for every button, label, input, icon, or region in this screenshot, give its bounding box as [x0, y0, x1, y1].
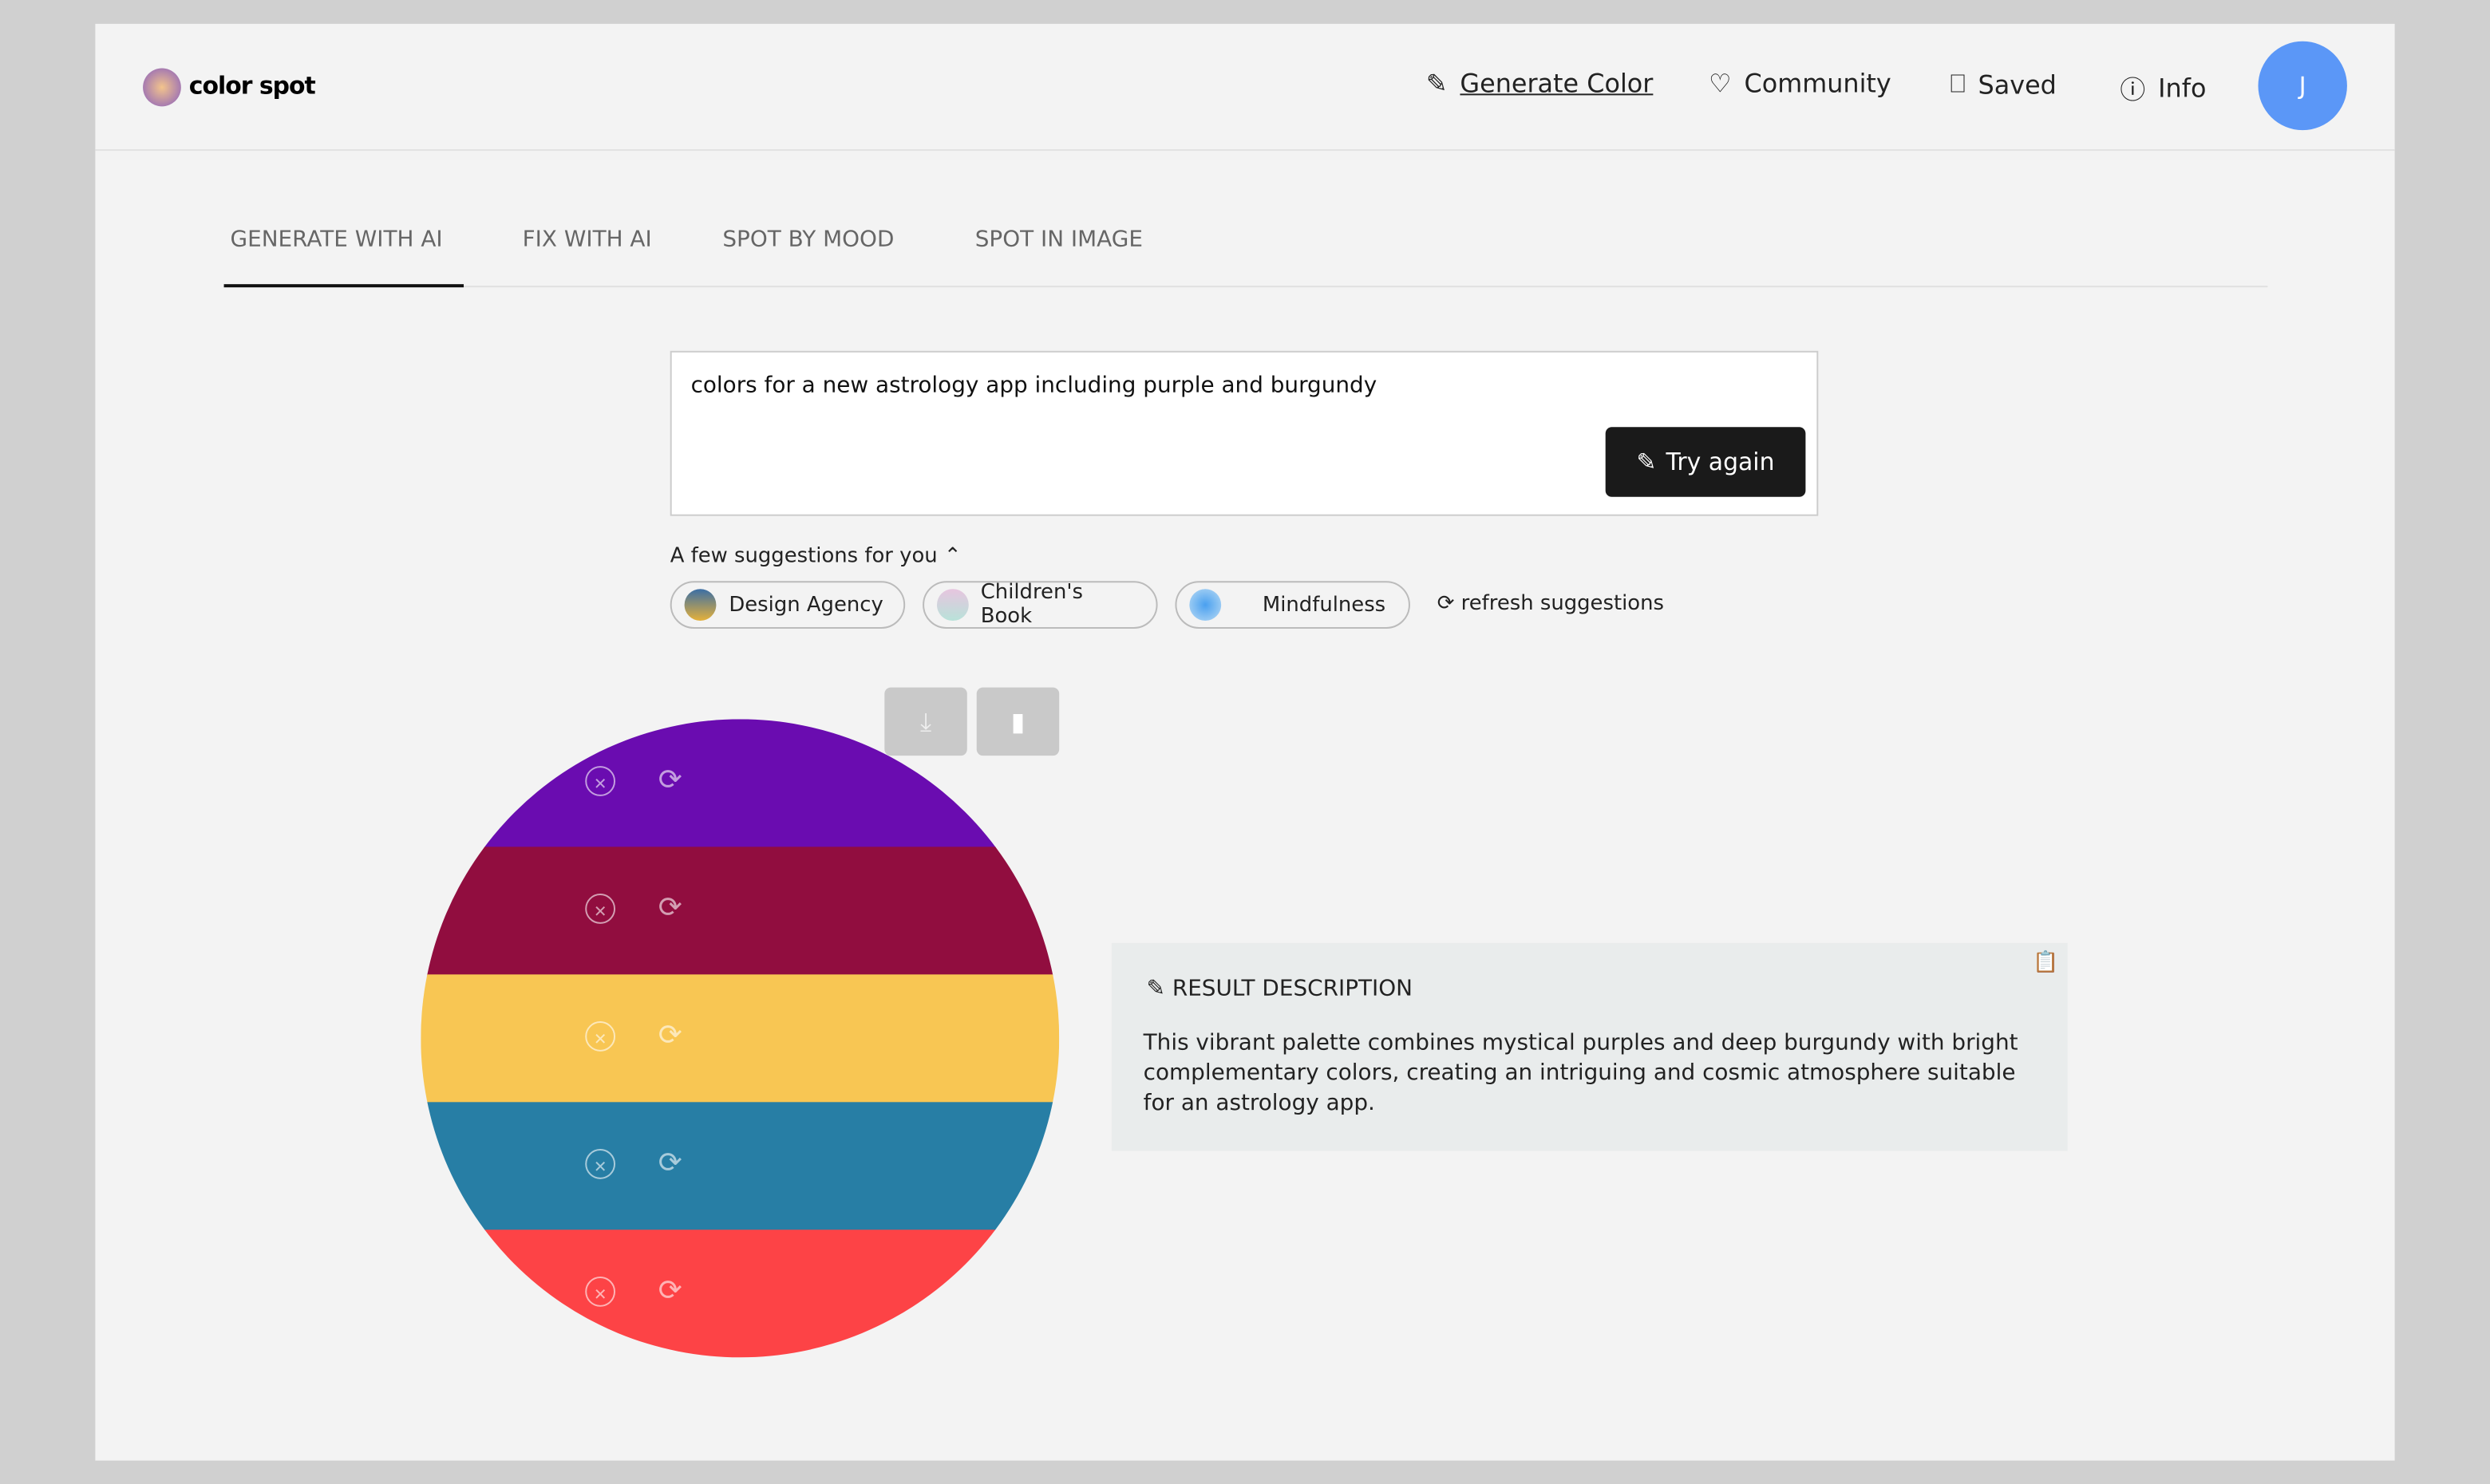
suggestion-chip[interactable]: Design Agency: [670, 581, 906, 629]
svg-text:✕: ✕: [594, 1030, 607, 1048]
regenerate-color[interactable]: ⟳: [658, 1274, 682, 1307]
color-stripe[interactable]: [421, 1102, 1060, 1231]
header-divider: [95, 149, 2395, 152]
logo[interactable]: color spot: [188, 71, 316, 101]
svg-text:⟳: ⟳: [658, 1019, 682, 1052]
remove-color[interactable]: ✕: [585, 1149, 616, 1179]
chip-dot: [1189, 589, 1222, 622]
nav-label[interactable]: Community: [1744, 68, 1891, 99]
suggestion-chip[interactable]: Mindfulness: [1175, 581, 1410, 629]
nav-info[interactable]: ⓘ Info: [2120, 72, 2207, 105]
tab[interactable]: SPOT BY MOOD: [722, 227, 895, 253]
color-stripe[interactable]: [421, 1229, 1060, 1358]
refresh-suggestions[interactable]: ⟳ refresh suggestions: [1437, 592, 1664, 617]
remove-color[interactable]: ✕: [585, 894, 616, 924]
remove-color[interactable]: ✕: [585, 1021, 616, 1052]
svg-text:✕: ✕: [594, 1158, 607, 1176]
chip-label[interactable]: Children's Book: [980, 581, 1083, 629]
logo-icon: [143, 68, 181, 107]
tab[interactable]: FIX WITH AI: [522, 227, 652, 253]
download-button[interactable]: ⤓: [884, 687, 967, 756]
nav-label[interactable]: Info: [2158, 72, 2207, 103]
svg-text:⟳: ⟳: [658, 764, 682, 796]
avatar[interactable]: J: [2258, 41, 2347, 131]
chip-label[interactable]: Mindfulness: [1262, 593, 1386, 618]
suggestions-label[interactable]: A few suggestions for you ⌃: [670, 544, 962, 569]
button-label[interactable]: Try again: [1666, 448, 1775, 476]
regenerate-color[interactable]: ⟳: [658, 1019, 682, 1052]
tab[interactable]: GENERATE WITH AI: [230, 227, 443, 253]
svg-text:✕: ✕: [594, 1285, 607, 1304]
remove-color[interactable]: ✕: [585, 1276, 616, 1307]
remove-color[interactable]: ✕: [585, 766, 616, 796]
nav-label[interactable]: Generate Color: [1460, 68, 1654, 99]
suggestion-chip[interactable]: Children's Book: [923, 581, 1158, 629]
nav-generate[interactable]: ✎ Generate Color: [1425, 68, 1654, 99]
save-button[interactable]: ▮: [976, 687, 1060, 756]
svg-text:✕: ✕: [594, 775, 607, 793]
color-stripe[interactable]: [421, 847, 1060, 976]
title: RESULT DESCRIPTION: [1172, 976, 1413, 1002]
copy-icon[interactable]: 📋: [2032, 950, 2059, 975]
label: A few suggestions for you: [670, 544, 938, 569]
chip-dot: [936, 589, 968, 622]
palette-wheel: ✕ ⟳ ✕ ⟳ ✕ ⟳ ✕ ⟳ ✕ ⟳: [421, 719, 1060, 1358]
tab[interactable]: SPOT IN IMAGE: [974, 227, 1143, 253]
tab-underline: [223, 284, 464, 288]
chip-label[interactable]: Design Agency: [729, 593, 883, 618]
svg-text:⟳: ⟳: [658, 1274, 682, 1307]
color-stripe[interactable]: [421, 719, 1060, 848]
try-again-button[interactable]: ✎ Try again: [1605, 427, 1806, 497]
regenerate-color[interactable]: ⟳: [658, 764, 682, 796]
description-text: This vibrant palette combines mystical p…: [1143, 1030, 2018, 1116]
nav-community[interactable]: ♡ Community: [1709, 68, 1891, 99]
nav-label[interactable]: Saved: [1978, 69, 2057, 100]
color-stripe[interactable]: [421, 974, 1060, 1103]
svg-text:⟳: ⟳: [658, 891, 682, 924]
chip-dot: [684, 589, 717, 622]
refresh-label[interactable]: refresh suggestions: [1460, 592, 1664, 617]
svg-text:✕: ✕: [594, 902, 607, 921]
description-box: [1111, 942, 2068, 1151]
nav-saved[interactable]: ⎕ Saved: [1950, 68, 2057, 100]
regenerate-color[interactable]: ⟳: [658, 1147, 682, 1179]
tab-divider: [223, 286, 2268, 288]
prompt-text[interactable]: colors for a new astrology app including…: [690, 373, 1377, 399]
regenerate-color[interactable]: ⟳: [658, 891, 682, 924]
svg-text:⟳: ⟳: [658, 1147, 682, 1179]
description-title: ✎ RESULT DESCRIPTION: [1146, 976, 1413, 1002]
